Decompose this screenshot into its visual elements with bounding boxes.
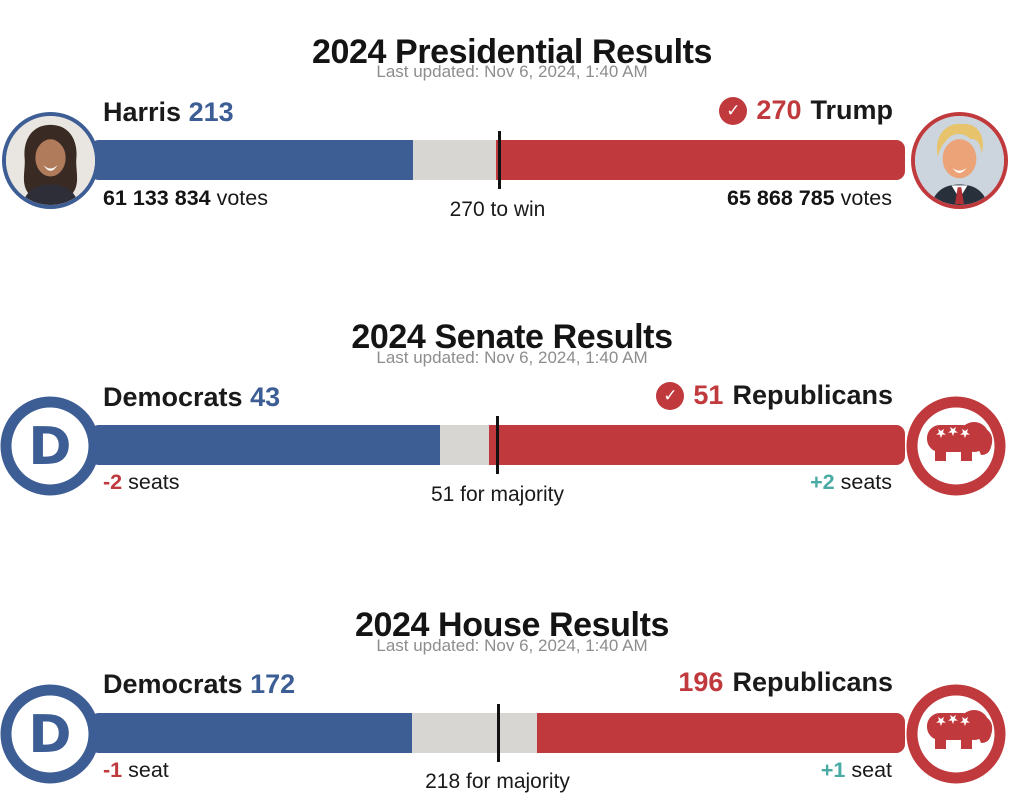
trump-votes-label: votes — [840, 186, 892, 210]
trump-photo-illustration — [915, 116, 1004, 205]
dem-bar-segment — [90, 425, 441, 465]
presidential-last-updated: Last updated: Nov 6, 2024, 1:40 AM — [376, 62, 648, 81]
harris-name: Harris — [103, 97, 182, 127]
winner-check-icon: ✓ — [719, 96, 748, 125]
republican-elephant-icon — [906, 684, 1006, 784]
house-democrats-label: Democrats 172 — [103, 669, 295, 700]
threshold-line — [496, 704, 500, 762]
senate-republicans-label: ✓ 51 Republicans — [656, 380, 893, 411]
presidential-bar-track — [90, 140, 905, 180]
house-rep-delta: +1 — [820, 758, 846, 782]
dem-bar-segment — [90, 140, 413, 180]
harris-avatar — [2, 112, 99, 209]
democrat-d-icon: D — [0, 396, 100, 496]
senate-bar — [90, 416, 905, 474]
senate-democrats-name: Democrats — [103, 382, 243, 412]
house-republicans-name: Republicans — [732, 667, 893, 697]
republican-elephant-icon — [906, 396, 1006, 496]
democrat-logo: D — [0, 684, 100, 784]
rep-bar-segment — [489, 425, 905, 465]
trump-avatar — [911, 112, 1008, 209]
rep-bar-segment — [537, 713, 905, 753]
house-democrats-name: Democrats — [103, 669, 243, 699]
house-dem-delta-label: seat — [128, 758, 169, 782]
harris-votes: 61 133 834 votes — [103, 186, 268, 211]
house-threshold-label: 218 for majority — [425, 770, 570, 793]
senate-republicans-seats: 51 — [693, 380, 724, 410]
threshold-line — [496, 416, 499, 474]
house-republicans-label: 196 Republicans — [678, 667, 893, 698]
house-bar — [90, 704, 905, 762]
senate-republicans-name: Republicans — [732, 380, 893, 410]
trump-name: Trump — [810, 95, 893, 125]
senate-dem-delta: -2 — [103, 470, 123, 494]
senate-democrats-label: Democrats 43 — [103, 382, 280, 413]
senate-rep-delta: +2 — [810, 470, 835, 494]
house-rep-seat-change: +1 seat — [821, 758, 892, 783]
house-rep-delta-label: seat — [851, 758, 892, 782]
presidential-title: 2024 Presidential Results — [311, 32, 713, 71]
trump-electoral-votes: 270 — [756, 95, 802, 125]
svg-text:D: D — [28, 705, 71, 765]
senate-rep-seat-change: +2 seats — [810, 470, 892, 495]
presidential-threshold-label: 270 to win — [449, 198, 546, 221]
house-title: 2024 House Results — [354, 605, 670, 644]
harris-votes-label: votes — [216, 186, 268, 210]
svg-text:D: D — [28, 417, 71, 477]
house-republicans-seats: 196 — [678, 667, 724, 697]
democrat-d-icon: D — [0, 684, 100, 784]
house-last-updated: Last updated: Nov 6, 2024, 1:40 AM — [376, 636, 648, 655]
democrat-logo: D — [0, 396, 100, 496]
threshold-line — [497, 131, 501, 189]
trump-votes-number: 65 868 785 — [727, 186, 835, 210]
house-democrats-seats: 172 — [250, 669, 296, 699]
harris-votes-number: 61 133 834 — [103, 186, 211, 210]
senate-rep-delta-label: seats — [840, 470, 892, 494]
harris-electoral-votes: 213 — [188, 97, 234, 127]
senate-democrats-seats: 43 — [250, 382, 281, 412]
senate-dem-seat-change: -2 seats — [103, 470, 180, 495]
dem-bar-segment — [90, 713, 412, 753]
republican-logo — [906, 684, 1006, 784]
harris-label: Harris 213 — [103, 97, 234, 128]
harris-photo-illustration — [6, 116, 95, 205]
senate-title: 2024 Senate Results — [351, 317, 673, 356]
republican-logo — [906, 396, 1006, 496]
trump-votes: 65 868 785 votes — [727, 186, 892, 211]
senate-threshold-label: 51 for majority — [430, 483, 565, 506]
rep-bar-segment — [495, 140, 905, 180]
trump-label: ✓ 270 Trump — [719, 95, 893, 126]
house-dem-delta: -1 — [103, 758, 123, 782]
senate-last-updated: Last updated: Nov 6, 2024, 1:40 AM — [376, 348, 648, 367]
senate-dem-delta-label: seats — [128, 470, 180, 494]
house-dem-seat-change: -1 seat — [103, 758, 169, 783]
presidential-bar — [90, 131, 905, 189]
winner-check-icon: ✓ — [656, 381, 685, 410]
